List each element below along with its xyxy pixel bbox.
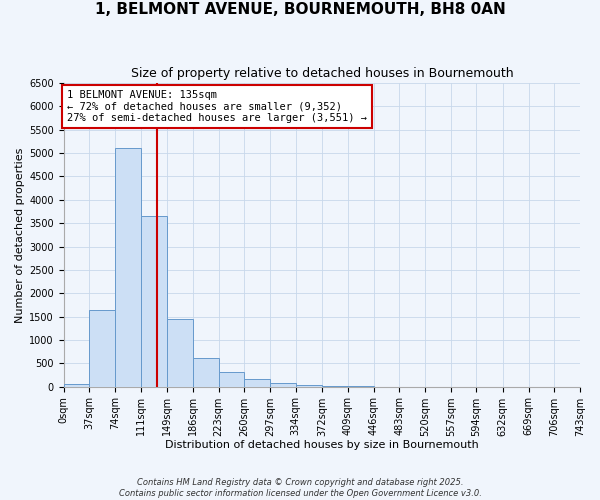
Bar [64, 384, 89, 386]
Text: Contains HM Land Registry data © Crown copyright and database right 2025.
Contai: Contains HM Land Registry data © Crown c… [119, 478, 481, 498]
X-axis label: Distribution of detached houses by size in Bournemouth: Distribution of detached houses by size … [165, 440, 479, 450]
Bar [141, 216, 167, 386]
Bar [193, 358, 218, 386]
Text: 1, BELMONT AVENUE, BOURNEMOUTH, BH8 0AN: 1, BELMONT AVENUE, BOURNEMOUTH, BH8 0AN [95, 2, 505, 18]
Text: 1 BELMONT AVENUE: 135sqm
← 72% of detached houses are smaller (9,352)
27% of sem: 1 BELMONT AVENUE: 135sqm ← 72% of detach… [67, 90, 367, 124]
Bar [270, 384, 296, 386]
Bar [89, 310, 115, 386]
Y-axis label: Number of detached properties: Number of detached properties [15, 147, 25, 322]
Bar [296, 385, 322, 386]
Bar [115, 148, 141, 386]
Bar [218, 372, 244, 386]
Bar [167, 320, 193, 386]
Bar [244, 380, 270, 386]
Title: Size of property relative to detached houses in Bournemouth: Size of property relative to detached ho… [131, 68, 513, 80]
